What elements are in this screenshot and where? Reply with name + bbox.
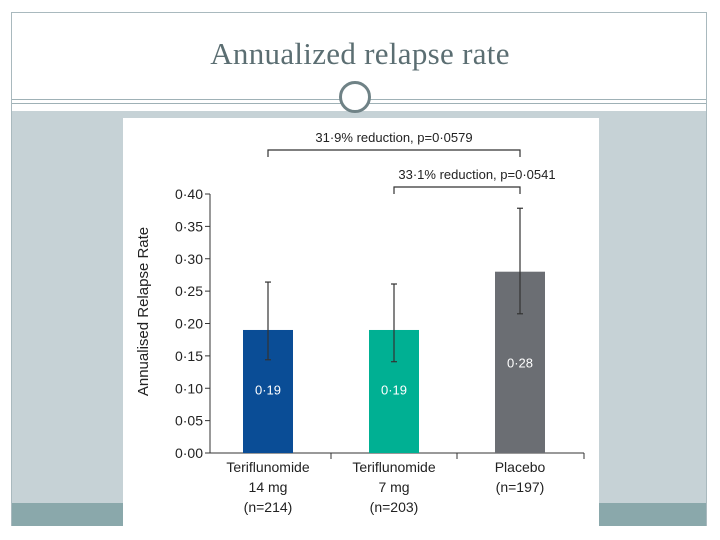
category-label: Placebo xyxy=(495,459,546,475)
category-label: (n=203) xyxy=(370,499,419,515)
y-tick-label: 0·00 xyxy=(175,445,203,461)
y-tick-label: 0·30 xyxy=(175,251,203,267)
data-label: 0·19 xyxy=(255,383,281,398)
significance-bracket xyxy=(393,186,521,194)
bar-chart: 0·00 0·05 0·10 0·15 0·20 0·25 0·30 0·35 0·40 Annu… xyxy=(135,130,585,515)
data-label: 0·28 xyxy=(507,355,533,370)
y-tick-label: 0·25 xyxy=(175,283,203,299)
data-label: 0·19 xyxy=(381,383,407,398)
y-tick-label: 0·05 xyxy=(175,413,203,429)
significance-bracket xyxy=(267,149,521,157)
y-tick-label: 0·35 xyxy=(175,218,203,234)
y-tick-label: 0·20 xyxy=(175,316,203,332)
y-tick-label: 0·10 xyxy=(175,380,203,396)
chart-panel: 0·00 0·05 0·10 0·15 0·20 0·25 0·30 0·35 0·40 Annu… xyxy=(123,118,599,526)
annotation-label: 31·9% reduction, p=0·0579 xyxy=(315,130,472,145)
y-axis-title: Annualised Relapse Rate xyxy=(135,227,152,396)
ring-ornament-icon xyxy=(339,81,371,113)
category-label: Teriflunomide xyxy=(226,459,309,475)
category-label: Teriflunomide xyxy=(352,459,435,475)
category-label: 14 mg xyxy=(249,479,288,495)
annotation-label: 33·1% reduction, p=0·0541 xyxy=(398,167,555,182)
slide-title: Annualized relapse rate xyxy=(210,36,510,71)
category-label: (n=197) xyxy=(496,479,545,495)
y-tick-label: 0·40 xyxy=(175,186,203,202)
category-label: 7 mg xyxy=(378,479,409,495)
category-label: (n=214) xyxy=(244,499,293,515)
y-tick-label: 0·15 xyxy=(175,348,203,364)
